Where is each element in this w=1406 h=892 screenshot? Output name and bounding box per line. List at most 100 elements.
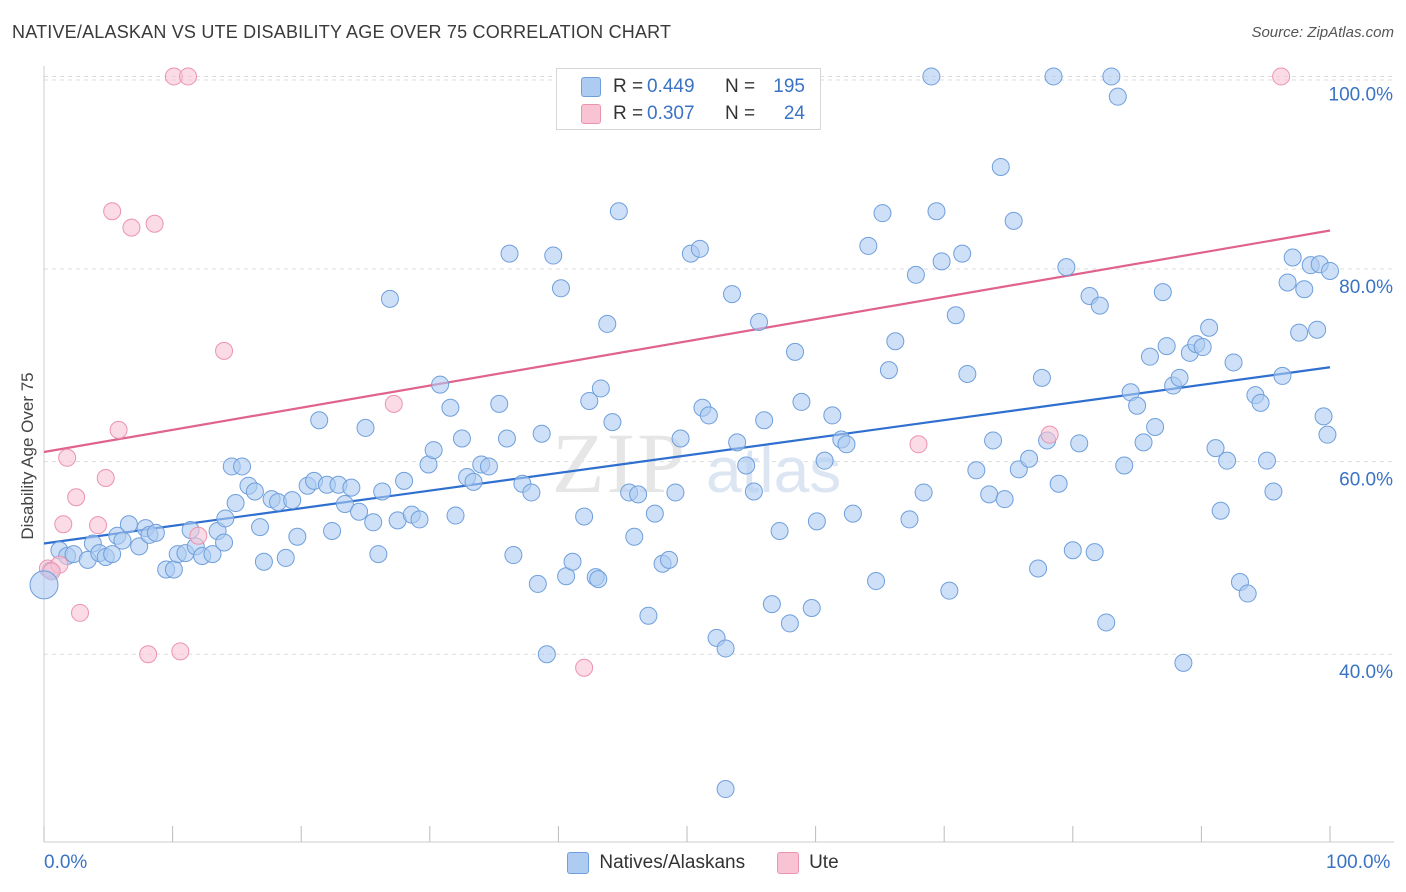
grid-layer xyxy=(44,75,1394,655)
point-natives xyxy=(1029,559,1048,578)
point-natives xyxy=(967,461,986,480)
point-natives xyxy=(1157,337,1176,356)
point-natives xyxy=(323,521,342,540)
point-natives xyxy=(1146,417,1165,436)
point-ute xyxy=(179,67,198,86)
point-natives xyxy=(130,537,149,556)
point-ute xyxy=(384,394,403,413)
point-natives xyxy=(464,472,483,491)
point-natives xyxy=(900,510,919,529)
stats-row-ute: R = 0.307 N = 24 xyxy=(581,100,805,128)
point-natives xyxy=(1193,338,1212,357)
point-natives xyxy=(1057,258,1076,277)
point-natives xyxy=(1108,87,1127,106)
point-natives xyxy=(452,429,471,448)
point-natives xyxy=(1314,407,1333,426)
stats-n-label: N = xyxy=(725,76,756,97)
point-natives xyxy=(723,285,742,304)
legend-label-natives: Natives/Alaskans xyxy=(599,852,746,873)
stats-r-label: R = xyxy=(613,76,644,97)
point-ute xyxy=(109,420,128,439)
point-natives xyxy=(1278,273,1297,292)
point-natives xyxy=(1264,482,1283,501)
point-natives xyxy=(716,780,735,799)
point-natives xyxy=(958,365,977,383)
point-natives xyxy=(251,518,270,537)
point-natives xyxy=(410,510,429,529)
point-natives xyxy=(431,375,450,394)
point-natives xyxy=(859,236,878,255)
point-natives xyxy=(532,424,551,443)
point-natives xyxy=(528,574,547,593)
point-natives xyxy=(164,560,183,579)
y-tick-label: 80.0% xyxy=(1339,277,1393,298)
point-natives xyxy=(666,483,685,502)
point-natives xyxy=(906,265,925,284)
point-natives xyxy=(1211,501,1230,520)
point-natives xyxy=(1049,474,1068,493)
point-natives xyxy=(441,398,460,417)
point-natives xyxy=(1170,368,1189,387)
point-natives xyxy=(215,533,234,552)
legend-item-natives[interactable]: Natives/Alaskans xyxy=(567,852,745,874)
watermark-zip: ZIP xyxy=(552,415,687,511)
point-natives xyxy=(203,545,222,564)
source-note: Source: ZipAtlas.com xyxy=(1251,24,1394,41)
point-natives xyxy=(1140,347,1159,366)
point-natives xyxy=(504,546,523,565)
point-natives xyxy=(288,527,307,546)
point-natives xyxy=(1102,67,1121,86)
point-natives xyxy=(807,512,826,531)
point-natives xyxy=(927,202,946,221)
point-natives xyxy=(522,483,541,502)
point-natives xyxy=(755,411,774,430)
point-natives xyxy=(310,411,329,430)
point-natives xyxy=(645,504,664,523)
point-natives xyxy=(699,406,718,425)
point-ute xyxy=(122,218,141,237)
point-natives xyxy=(867,572,886,591)
point-natives xyxy=(603,413,622,432)
point-natives-cluster xyxy=(29,570,59,600)
point-ute xyxy=(1272,67,1291,86)
watermark: ZIP atlas xyxy=(552,415,841,511)
stats-row-natives: R = 0.449 N = 195 xyxy=(581,73,805,101)
point-natives xyxy=(1174,653,1193,672)
stats-n-value: 195 xyxy=(773,76,805,97)
points-layer xyxy=(29,67,1339,799)
point-natives xyxy=(1128,396,1147,415)
point-natives xyxy=(879,361,898,380)
point-natives xyxy=(380,289,399,308)
point-natives xyxy=(815,451,834,470)
point-natives xyxy=(276,548,295,567)
point-natives xyxy=(479,457,498,476)
y-tick-labels: 40.0% 60.0% 80.0% 100.0% xyxy=(1329,84,1394,683)
point-natives xyxy=(953,244,972,263)
stats-r-label: R = xyxy=(613,103,644,124)
point-natives xyxy=(914,483,933,502)
point-natives xyxy=(1224,353,1243,372)
point-ute xyxy=(89,516,108,535)
point-natives xyxy=(424,441,443,460)
point-natives xyxy=(1032,368,1051,387)
point-natives xyxy=(1115,456,1134,475)
point-natives xyxy=(1295,280,1314,299)
point-natives xyxy=(1134,433,1153,452)
point-natives xyxy=(659,550,678,569)
legend-label-ute: Ute xyxy=(809,852,839,873)
point-natives xyxy=(113,531,132,550)
point-natives xyxy=(690,239,709,258)
legend-swatch-ute xyxy=(777,852,800,874)
point-natives xyxy=(786,342,805,361)
point-natives xyxy=(671,429,690,448)
point-natives xyxy=(629,485,648,504)
trend-line-ute xyxy=(43,229,1331,454)
point-natives xyxy=(497,429,516,448)
point-ute xyxy=(575,658,594,677)
point-natives xyxy=(233,457,252,476)
stats-swatch-natives xyxy=(581,77,601,97)
point-natives xyxy=(216,509,235,528)
legend-item-ute[interactable]: Ute xyxy=(777,852,839,874)
point-natives xyxy=(873,204,892,223)
